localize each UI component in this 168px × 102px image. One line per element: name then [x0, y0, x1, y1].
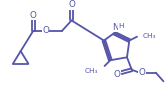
Text: CH₃: CH₃ — [84, 68, 98, 74]
Text: O: O — [30, 11, 37, 20]
Text: O: O — [113, 70, 120, 79]
Text: CH₃: CH₃ — [143, 33, 156, 39]
Text: O: O — [42, 27, 49, 35]
Text: N: N — [112, 23, 118, 32]
Text: O: O — [68, 0, 75, 9]
Text: H: H — [118, 23, 124, 29]
Text: O: O — [139, 68, 146, 77]
